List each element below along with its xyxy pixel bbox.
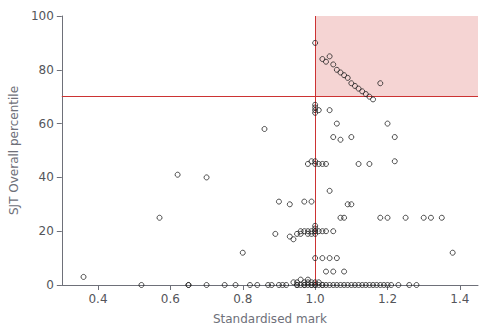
svg-text:0: 0 — [46, 278, 54, 292]
svg-text:0.6: 0.6 — [161, 292, 180, 306]
svg-text:0.8: 0.8 — [233, 292, 252, 306]
svg-text:1.4: 1.4 — [450, 292, 469, 306]
svg-text:40: 40 — [39, 170, 54, 184]
svg-text:Standardised mark: Standardised mark — [213, 312, 327, 326]
svg-text:20: 20 — [39, 224, 54, 238]
svg-text:1.2: 1.2 — [378, 292, 397, 306]
svg-text:60: 60 — [39, 117, 54, 131]
svg-text:80: 80 — [39, 63, 54, 77]
svg-text:SJT Overall percentile: SJT Overall percentile — [7, 86, 21, 215]
svg-text:0.4: 0.4 — [88, 292, 107, 306]
svg-text:1.0: 1.0 — [306, 292, 325, 306]
svg-text:100: 100 — [31, 9, 54, 23]
